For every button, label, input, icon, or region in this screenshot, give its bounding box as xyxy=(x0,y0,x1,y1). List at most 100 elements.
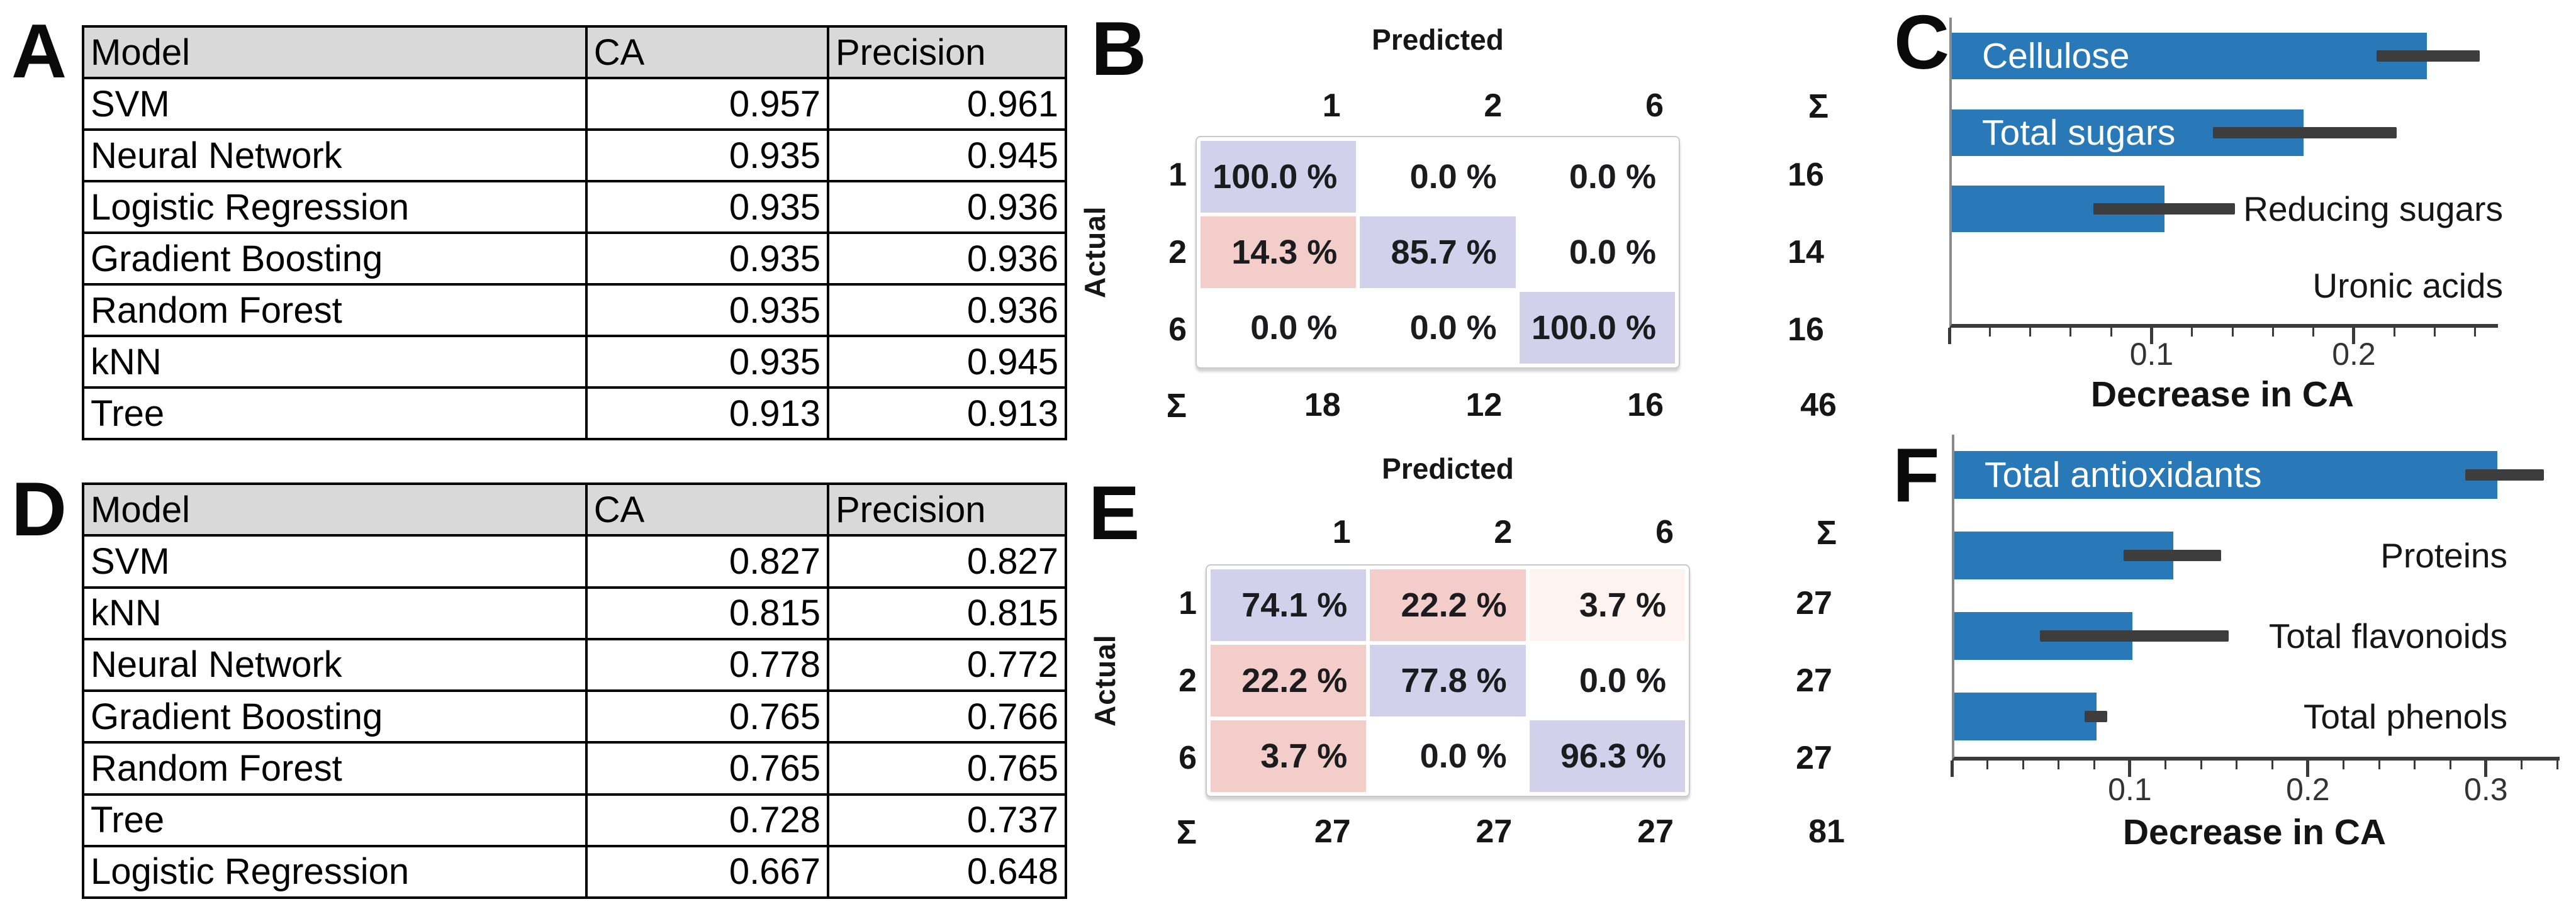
column-sum-value: 18 xyxy=(1304,387,1341,423)
score-cell: 0.945 xyxy=(826,335,1068,389)
table-header-cell: CA xyxy=(585,482,829,537)
bar xyxy=(1954,693,2097,740)
matrix-cell: 85.7 % xyxy=(1360,216,1516,288)
error-bar xyxy=(2123,550,2222,561)
score-cell: 0.935 xyxy=(585,128,829,182)
table-row: kNN 0.815 0.815 xyxy=(82,586,1068,640)
panel-a-label: A xyxy=(11,8,67,94)
error-bar xyxy=(2377,50,2480,62)
matrix-cell: 0.0 % xyxy=(1529,645,1685,717)
matrix-column-header: 2 xyxy=(1494,514,1513,550)
model-name-cell: Tree xyxy=(82,386,588,440)
bar-category-label: Total phenols xyxy=(2303,697,2507,736)
tick-label: 0.1 xyxy=(2129,337,2174,372)
bar-row xyxy=(1952,171,2498,248)
minor-tick xyxy=(2231,328,2234,337)
model-name-cell: Gradient Boosting xyxy=(82,231,588,286)
matrix-column-header: 1 xyxy=(1332,514,1351,550)
matrix-cell: 0.0 % xyxy=(1360,141,1516,213)
matrix-column-header: 6 xyxy=(1655,514,1674,550)
matrix-grid: 100.0 % 0.0 % 0.0 % 14.3 % 85.7 % 0.0 % 0.0 % 0… xyxy=(1196,136,1680,369)
minor-tick xyxy=(2236,761,2238,769)
bar-chart-plot-area: Total antioxidants xyxy=(1952,435,2560,761)
score-cell: 0.772 xyxy=(826,637,1068,693)
bar-row: Total sugars xyxy=(1952,94,2498,171)
score-cell: 0.957 xyxy=(585,77,829,131)
matrix-column-header: 2 xyxy=(1484,87,1503,124)
model-scores-table-d: Model CA Precision SVM 0.827 0.827 kNN 0.815 0.8… xyxy=(82,482,1068,900)
model-name-cell: Random Forest xyxy=(82,741,588,796)
matrix-row-label: 1 xyxy=(1168,156,1187,193)
score-cell: 0.936 xyxy=(826,180,1068,234)
table-row: Gradient Boosting 0.765 0.766 xyxy=(82,689,1068,744)
panel-d-label: D xyxy=(11,466,67,552)
minor-tick xyxy=(1988,328,1991,337)
matrix-column-headers: 1 2 6 xyxy=(1196,87,1680,125)
score-cell: 0.935 xyxy=(585,180,829,234)
major-tick xyxy=(1947,328,1951,344)
score-cell: 0.737 xyxy=(826,793,1068,847)
actual-axis-label: Actual xyxy=(1089,634,1121,727)
minor-tick xyxy=(2110,328,2112,337)
x-axis-title: Decrease in CA xyxy=(2122,812,2387,852)
matrix-cell: 0.0 % xyxy=(1201,292,1357,364)
model-name-cell: Neural Network xyxy=(82,128,588,182)
column-sum-value: 12 xyxy=(1465,387,1503,423)
major-tick xyxy=(2484,761,2488,777)
bar-category-label: Total antioxidants xyxy=(1985,455,2262,495)
score-cell: 0.827 xyxy=(826,534,1068,589)
matrix-cell: 22.2 % xyxy=(1211,645,1367,717)
matrix-grid: 74.1 % 22.2 % 3.7 % 22.2 % 77.8 % 0.0 % 3.7 % 0… xyxy=(1206,564,1690,797)
bar xyxy=(1952,32,2428,79)
score-cell: 0.935 xyxy=(585,283,829,337)
bar-category-label: Proteins xyxy=(2380,536,2507,575)
sum-row-symbol: Σ xyxy=(1166,387,1187,425)
model-name-cell: kNN xyxy=(82,586,588,640)
error-bar xyxy=(2465,469,2544,481)
bar-row xyxy=(1954,515,2560,596)
model-scores-table-a: Model CA Precision SVM 0.957 0.961 Neural Netw… xyxy=(82,25,1068,440)
major-tick xyxy=(2306,761,2310,777)
table-header-cell: Model xyxy=(82,25,588,79)
table-row: Neural Network 0.935 0.945 xyxy=(82,128,1068,182)
score-cell: 0.935 xyxy=(585,231,829,286)
minor-tick xyxy=(2556,761,2558,769)
tick-label: 0.3 xyxy=(2464,772,2508,807)
matrix-cell: 0.0 % xyxy=(1519,216,1675,288)
bar-row: Total antioxidants xyxy=(1954,435,2560,515)
matrix-cell: 100.0 % xyxy=(1201,141,1357,213)
major-tick xyxy=(2352,328,2356,344)
matrix-cell: 0.0 % xyxy=(1519,141,1675,213)
matrix-row-label: 6 xyxy=(1168,311,1187,349)
minor-tick xyxy=(2191,328,2193,337)
row-sum-value: 16 xyxy=(1788,311,1824,349)
score-cell: 0.766 xyxy=(826,689,1068,744)
model-name-cell: SVM xyxy=(82,534,588,589)
matrix-cell: 100.0 % xyxy=(1519,292,1675,364)
model-name-cell: Gradient Boosting xyxy=(82,689,588,744)
minor-tick xyxy=(2069,328,2072,337)
table-row: Neural Network 0.778 0.772 xyxy=(82,637,1068,693)
tick-label: 0.2 xyxy=(2286,772,2330,807)
sum-row-symbol: Σ xyxy=(1176,813,1197,851)
table-header-row: Model CA Precision xyxy=(82,482,1068,537)
matrix-column-header: 1 xyxy=(1322,87,1341,124)
minor-tick xyxy=(2200,761,2202,769)
bar-category-label: Total flavonoids xyxy=(2268,616,2507,655)
score-cell: 0.667 xyxy=(585,844,829,900)
table-header-cell: Precision xyxy=(826,482,1068,537)
model-name-cell: Logistic Regression xyxy=(82,844,588,900)
bar-row: Cellulose xyxy=(1952,18,2498,94)
minor-tick xyxy=(2164,761,2167,769)
score-cell: 0.648 xyxy=(826,844,1068,900)
score-cell: 0.935 xyxy=(585,335,829,389)
table-header-cell: CA xyxy=(585,25,829,79)
x-axis-title: Decrease in CA xyxy=(2090,374,2355,415)
bar-category-label: Reducing sugars xyxy=(2243,189,2503,229)
panel-f-label: F xyxy=(1893,432,1940,518)
actual-axis-label: Actual xyxy=(1078,206,1111,299)
matrix-cell: 3.7 % xyxy=(1211,720,1367,792)
matrix-row-totals: 27 27 27 xyxy=(1779,564,1849,797)
table-row: Random Forest 0.935 0.936 xyxy=(82,283,1068,337)
